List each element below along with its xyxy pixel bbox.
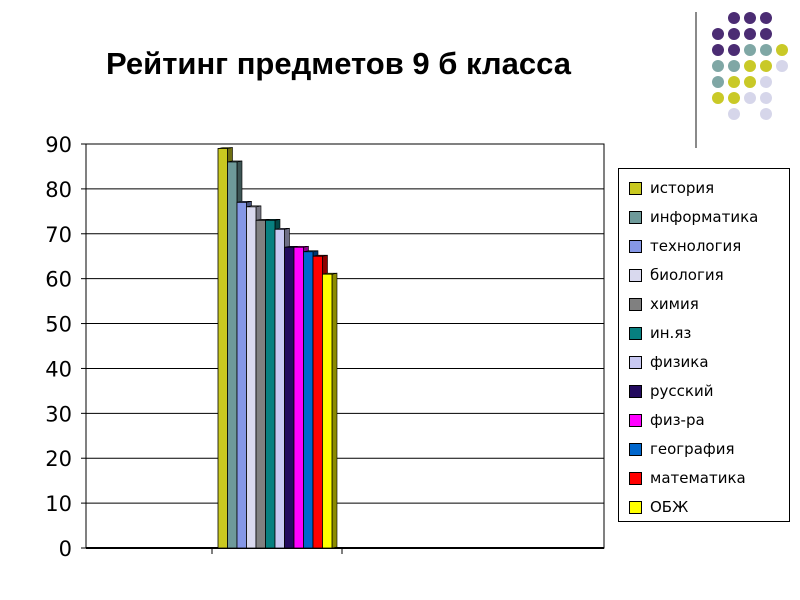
legend-swatch	[629, 239, 642, 253]
slide-title: Рейтинг предметов 9 б класса	[106, 46, 571, 81]
decor-dot	[728, 60, 740, 72]
decor-dot	[776, 44, 788, 56]
y-tick-label: 10	[45, 492, 72, 516]
bar-front	[217, 148, 228, 549]
legend-swatch	[629, 471, 642, 485]
legend-item: информатика	[629, 206, 758, 228]
decor-dot	[760, 28, 772, 40]
legend-swatch	[629, 326, 642, 340]
decor-dot	[728, 76, 740, 88]
legend-label: география	[650, 440, 735, 458]
decor-dot	[744, 12, 756, 24]
legend-item: русский	[629, 380, 713, 402]
bar-front	[312, 255, 323, 549]
legend-item: математика	[629, 467, 746, 489]
chart-legend: история информатика технология биология хими…	[618, 168, 790, 522]
legend-item: химия	[629, 293, 699, 315]
bar-front	[303, 251, 314, 549]
decor-dot	[760, 12, 772, 24]
legend-label: история	[650, 179, 715, 197]
legend-item: биология	[629, 264, 724, 286]
bar-front	[227, 161, 238, 549]
legend-swatch	[629, 181, 642, 195]
bar	[322, 272, 338, 549]
y-tick-label: 60	[45, 268, 72, 292]
bar-side	[331, 272, 338, 549]
bar-front	[274, 228, 285, 549]
decor-dot	[712, 92, 724, 104]
legend-label: физ-ра	[650, 411, 705, 429]
bar-front	[236, 201, 247, 549]
decor-dot	[728, 92, 740, 104]
y-tick-label: 80	[45, 178, 72, 202]
plot-frame	[85, 143, 605, 549]
legend-label: технология	[650, 237, 742, 255]
y-tick-label: 40	[45, 357, 72, 381]
decor-dot	[712, 60, 724, 72]
legend-swatch	[629, 297, 642, 311]
decor-dot	[760, 108, 772, 120]
grid-lines	[85, 143, 605, 549]
decor-dot	[760, 44, 772, 56]
bar-front	[322, 273, 333, 549]
legend-swatch	[629, 268, 642, 282]
bar-front	[293, 246, 304, 549]
legend-label: биология	[650, 266, 724, 284]
decor-dot	[712, 76, 724, 88]
legend-label: химия	[650, 295, 699, 313]
legend-swatch	[629, 413, 642, 427]
decor-dot	[712, 28, 724, 40]
legend-label: информатика	[650, 208, 759, 226]
legend-item: ОБЖ	[629, 496, 688, 518]
bar-front	[265, 219, 276, 549]
bar-front	[255, 219, 266, 549]
decor-dot	[728, 44, 740, 56]
decor-dot	[776, 60, 788, 72]
bar-front	[284, 246, 295, 549]
decor-dot	[728, 12, 740, 24]
decor-dot	[744, 92, 756, 104]
decor-dot	[744, 44, 756, 56]
decor-dot	[712, 44, 724, 56]
legend-label: математика	[650, 469, 746, 487]
bar-front	[246, 206, 257, 549]
decor-dot	[728, 28, 740, 40]
legend-item: физика	[629, 351, 709, 373]
y-tick-label: 90	[45, 133, 72, 157]
decorative-dot-pattern	[695, 12, 788, 148]
legend-item: физ-ра	[629, 409, 705, 431]
y-tick-label: 30	[45, 402, 72, 426]
legend-label: ОБЖ	[650, 498, 689, 516]
legend-item: технология	[629, 235, 741, 257]
y-tick-label: 70	[45, 223, 72, 247]
bars	[217, 147, 338, 549]
legend-label: русский	[650, 382, 714, 400]
y-tick-label: 0	[59, 537, 72, 561]
y-tick-label: 20	[45, 447, 72, 471]
legend-label: физика	[650, 353, 709, 371]
legend-swatch	[629, 442, 642, 456]
legend-swatch	[629, 500, 642, 514]
legend-swatch	[629, 384, 642, 398]
legend-item: география	[629, 438, 734, 460]
y-tick-label: 50	[45, 313, 72, 337]
legend-item: история	[629, 177, 714, 199]
decor-dot	[744, 60, 756, 72]
decor-dot	[744, 28, 756, 40]
decor-dot	[760, 76, 772, 88]
legend-swatch	[629, 210, 642, 224]
decor-dot	[728, 108, 740, 120]
y-axis: 0 10 20 30 40 50 60 70 80 90	[45, 133, 604, 561]
decor-dot	[760, 60, 772, 72]
decor-dot	[744, 76, 756, 88]
legend-label: ин.яз	[650, 324, 692, 342]
legend-item: ин.яз	[629, 322, 691, 344]
decor-dot	[760, 92, 772, 104]
legend-swatch	[629, 355, 642, 369]
